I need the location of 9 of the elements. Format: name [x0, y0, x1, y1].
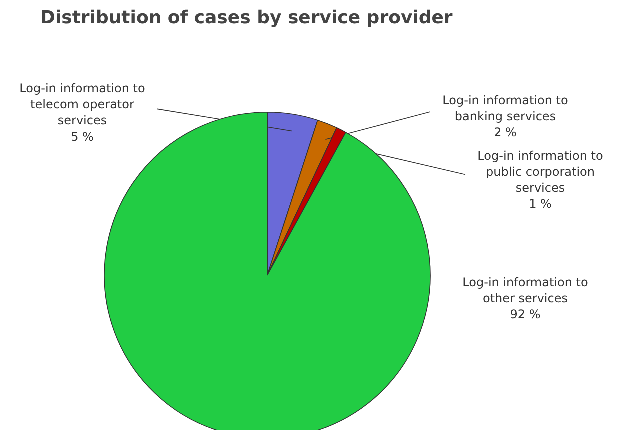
slice-label: Log-in information to other services — [462, 275, 588, 306]
slice-label: Log-in information to public corporation services — [478, 148, 604, 196]
slice-label: Log-in information to telecom operator services — [20, 82, 146, 128]
data-label: 2 % — [494, 126, 517, 140]
data-label: 92 % — [510, 308, 541, 322]
data-label: 1 % — [529, 197, 552, 212]
slice-label: Log-in information to banking services — [442, 94, 568, 124]
data-label: 5 % — [71, 130, 94, 144]
chart-title: Distribution of cases by service provider — [40, 8, 453, 28]
